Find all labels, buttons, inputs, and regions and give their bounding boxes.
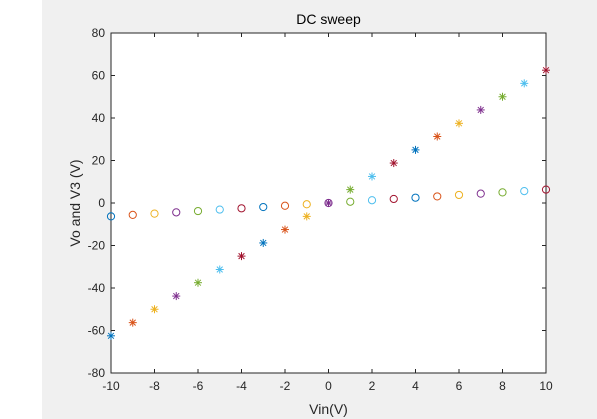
- data-point-asterisk: [172, 292, 180, 300]
- data-point-asterisk: [390, 159, 398, 167]
- data-point-asterisk: [194, 279, 202, 287]
- y-tick-label: 60: [92, 69, 106, 83]
- x-tick-label: 0: [325, 379, 332, 393]
- data-point-asterisk: [238, 252, 246, 260]
- y-tick-label: 40: [92, 111, 106, 125]
- chart-title: DC sweep: [296, 11, 361, 27]
- y-tick-label: -20: [88, 239, 106, 253]
- data-point-asterisk: [368, 172, 376, 180]
- data-point-asterisk: [346, 186, 354, 194]
- data-point-asterisk: [107, 332, 115, 340]
- x-tick-label: -8: [149, 379, 160, 393]
- x-tick-label: -4: [236, 379, 247, 393]
- x-tick-label: 2: [369, 379, 376, 393]
- data-point-asterisk: [216, 266, 224, 274]
- y-tick-label: 20: [92, 154, 106, 168]
- x-tick-label: 10: [539, 379, 553, 393]
- y-tick-label: 0: [98, 196, 105, 210]
- x-tick-label: 8: [499, 379, 506, 393]
- y-tick-label: -40: [88, 281, 106, 295]
- x-tick-label: -10: [102, 379, 120, 393]
- data-point-asterisk: [542, 66, 550, 74]
- x-axis-title: Vin(V): [309, 401, 348, 417]
- y-axis-title: Vo and V3 (V): [67, 159, 83, 246]
- data-point-asterisk: [499, 93, 507, 101]
- x-tick-label: 6: [456, 379, 463, 393]
- data-point-asterisk: [303, 212, 311, 220]
- y-tick-label: -80: [88, 366, 106, 380]
- data-point-asterisk: [281, 226, 289, 234]
- x-tick-label: -6: [193, 379, 204, 393]
- data-point-asterisk: [433, 132, 441, 140]
- y-tick-label: 80: [92, 26, 106, 40]
- data-point-asterisk: [259, 239, 267, 247]
- data-point-asterisk: [151, 305, 159, 313]
- x-tick-label: 4: [412, 379, 419, 393]
- y-tick-label: -60: [88, 324, 106, 338]
- x-tick-label: -2: [280, 379, 291, 393]
- data-point-asterisk: [412, 146, 420, 154]
- data-point-asterisk: [477, 106, 485, 114]
- data-point-asterisk: [455, 119, 463, 127]
- data-point-asterisk: [129, 319, 137, 327]
- data-point-asterisk: [520, 79, 528, 87]
